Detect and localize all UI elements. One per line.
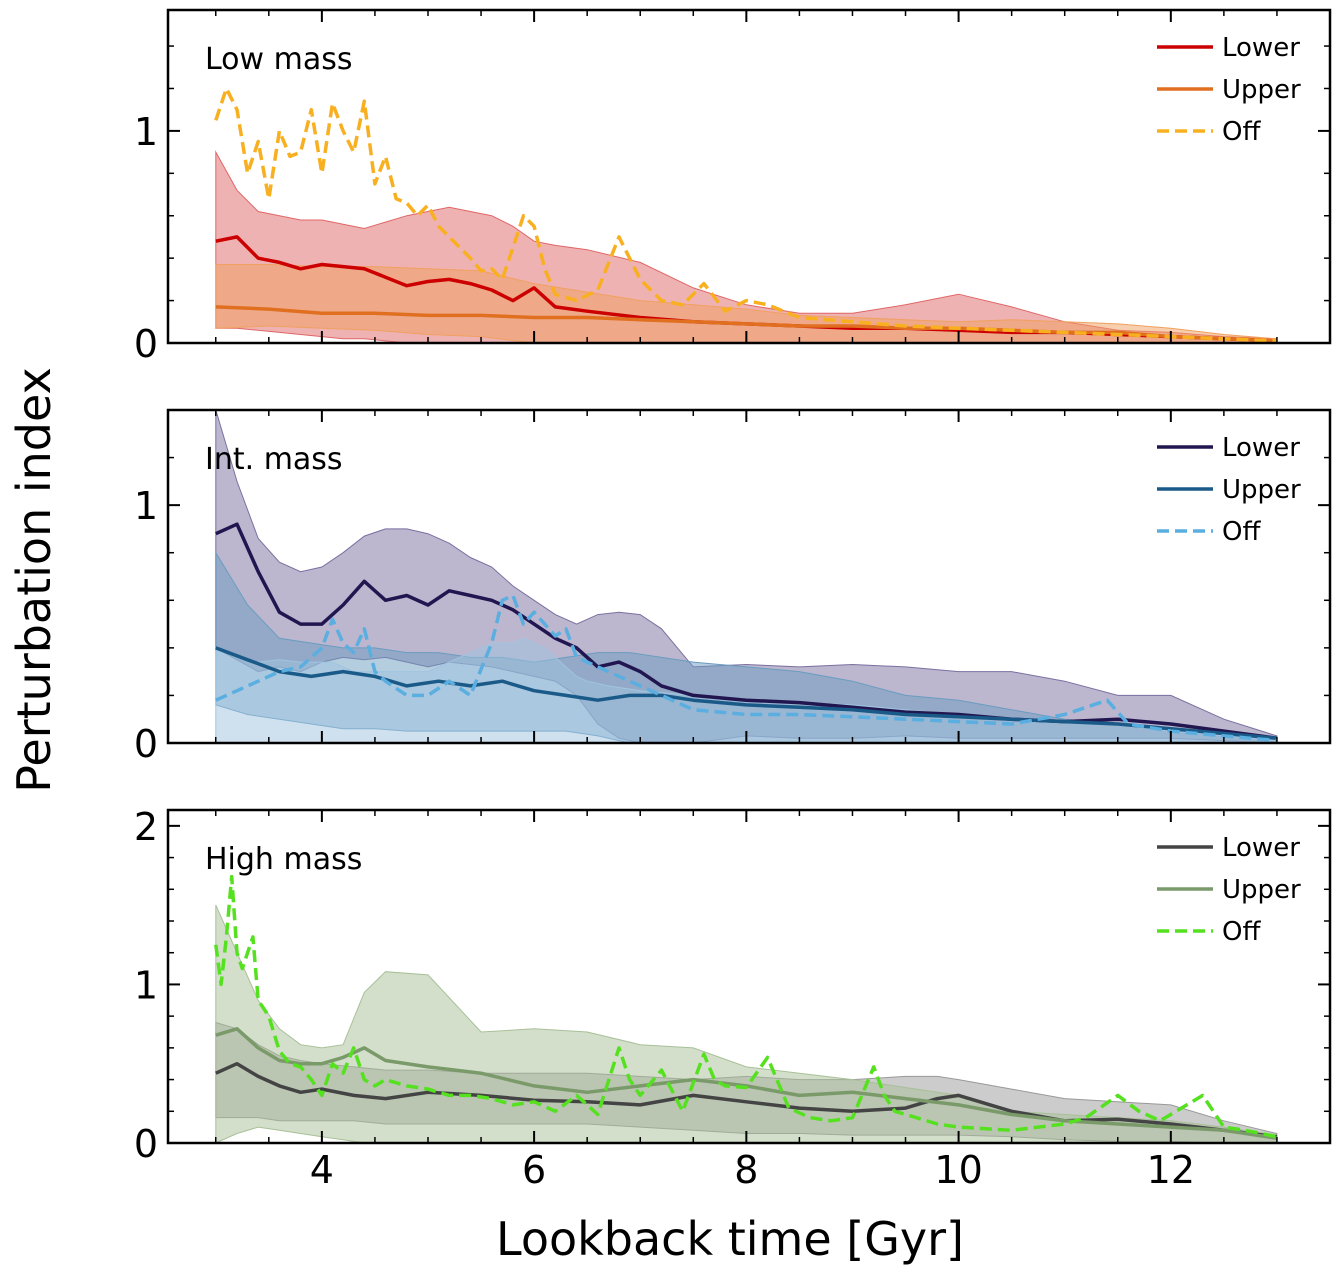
legend-int-mass: Lower Upper Off — [1157, 433, 1301, 547]
legend-label-upper: Upper — [1222, 75, 1301, 105]
y-tick-label-1: 1 — [134, 484, 158, 528]
x-tick-label-6: 6 — [522, 1148, 546, 1192]
y-tick-label-1: 1 — [134, 963, 158, 1007]
axes-frame-low-mass — [166, 8, 1332, 345]
y-tick-label-0: 0 — [134, 722, 158, 766]
legend-label-upper: Upper — [1222, 475, 1301, 505]
x-tick-label-10: 10 — [934, 1148, 982, 1192]
panel-label-high-mass: High mass — [205, 842, 362, 877]
legend-low-mass: Lower Upper Off — [1157, 33, 1301, 147]
x-tick-label-12: 12 — [1147, 1148, 1195, 1192]
x-tick-label-4: 4 — [310, 1148, 334, 1192]
y-tick-label-2: 2 — [134, 805, 158, 849]
legend-label-off: Off — [1222, 517, 1261, 547]
legend-label-lower: Lower — [1222, 433, 1300, 463]
panel-label-int-mass: Int. mass — [205, 442, 343, 477]
x-tick-label-8: 8 — [734, 1148, 758, 1192]
legend-high-mass: Lower Upper Off — [1157, 833, 1301, 947]
series-line-off-low-mass — [214, 86, 1277, 343]
panels: 0 1 Low mass Lower Upper Off 0 1 Int. mass Lower U… — [134, 8, 1332, 1192]
series-line-off-int-mass — [215, 593, 1278, 743]
series-line-off-high-mass — [214, 874, 1278, 1139]
legend-label-upper: Upper — [1222, 875, 1301, 905]
axes-frame-high-mass — [166, 808, 1332, 1145]
panel-low-mass: 0 1 Low mass Lower Upper Off — [134, 8, 1332, 366]
y-tick-label-1: 1 — [134, 110, 158, 154]
series-line-lower-low-mass — [215, 235, 1277, 343]
series-line-upper-int-mass — [215, 646, 1278, 740]
legend-label-off: Off — [1222, 917, 1261, 947]
series-line-upper-high-mass — [215, 1027, 1278, 1140]
y-tick-label-0: 0 — [134, 1122, 158, 1166]
legend-label-off: Off — [1222, 117, 1261, 147]
panel-int-mass: 0 1 Int. mass Lower Upper Off — [134, 408, 1332, 766]
y-tick-label-0: 0 — [134, 322, 158, 366]
legend-label-lower: Lower — [1222, 833, 1300, 863]
y-axis-title: Perturbation index — [7, 367, 61, 792]
legend-label-lower: Lower — [1222, 33, 1300, 63]
x-axis-title: Lookback time [Gyr] — [496, 1212, 964, 1266]
plot-area-high-mass — [214, 874, 1278, 1143]
panel-label-low-mass: Low mass — [205, 42, 352, 77]
band-off-int-mass — [215, 637, 1278, 743]
band-upper-low-mass — [215, 264, 1278, 343]
axes-frame-int-mass — [166, 408, 1332, 745]
plot-area-low-mass — [214, 86, 1278, 343]
band-upper-high-mass — [215, 904, 1278, 1143]
plot-area-int-mass — [215, 410, 1278, 743]
